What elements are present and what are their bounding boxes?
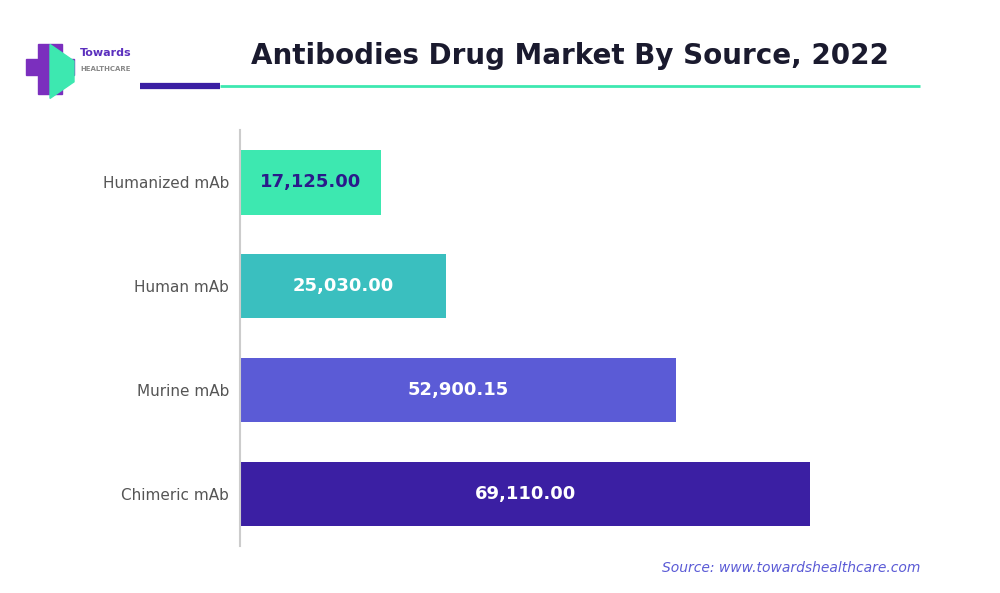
Polygon shape	[50, 44, 74, 98]
Bar	[240, 358, 676, 422]
Bar	[240, 461, 810, 526]
Text: Antibodies Drug Market By Source, 2022: Antibodies Drug Market By Source, 2022	[251, 42, 889, 69]
Text: HEALTHCARE: HEALTHCARE	[80, 66, 130, 72]
Bar	[26, 59, 74, 75]
Bar	[38, 44, 62, 94]
Text: 25,030.00: 25,030.00	[293, 277, 394, 295]
Text: 52,900.15: 52,900.15	[408, 381, 509, 399]
Bar	[240, 254, 446, 318]
Text: 17,125.00: 17,125.00	[260, 173, 361, 192]
Text: Towards: Towards	[80, 48, 132, 58]
Text: Source: www.towardshealthcare.com: Source: www.towardshealthcare.com	[662, 561, 920, 575]
Text: 69,110.00: 69,110.00	[474, 484, 576, 503]
Bar	[240, 150, 381, 215]
